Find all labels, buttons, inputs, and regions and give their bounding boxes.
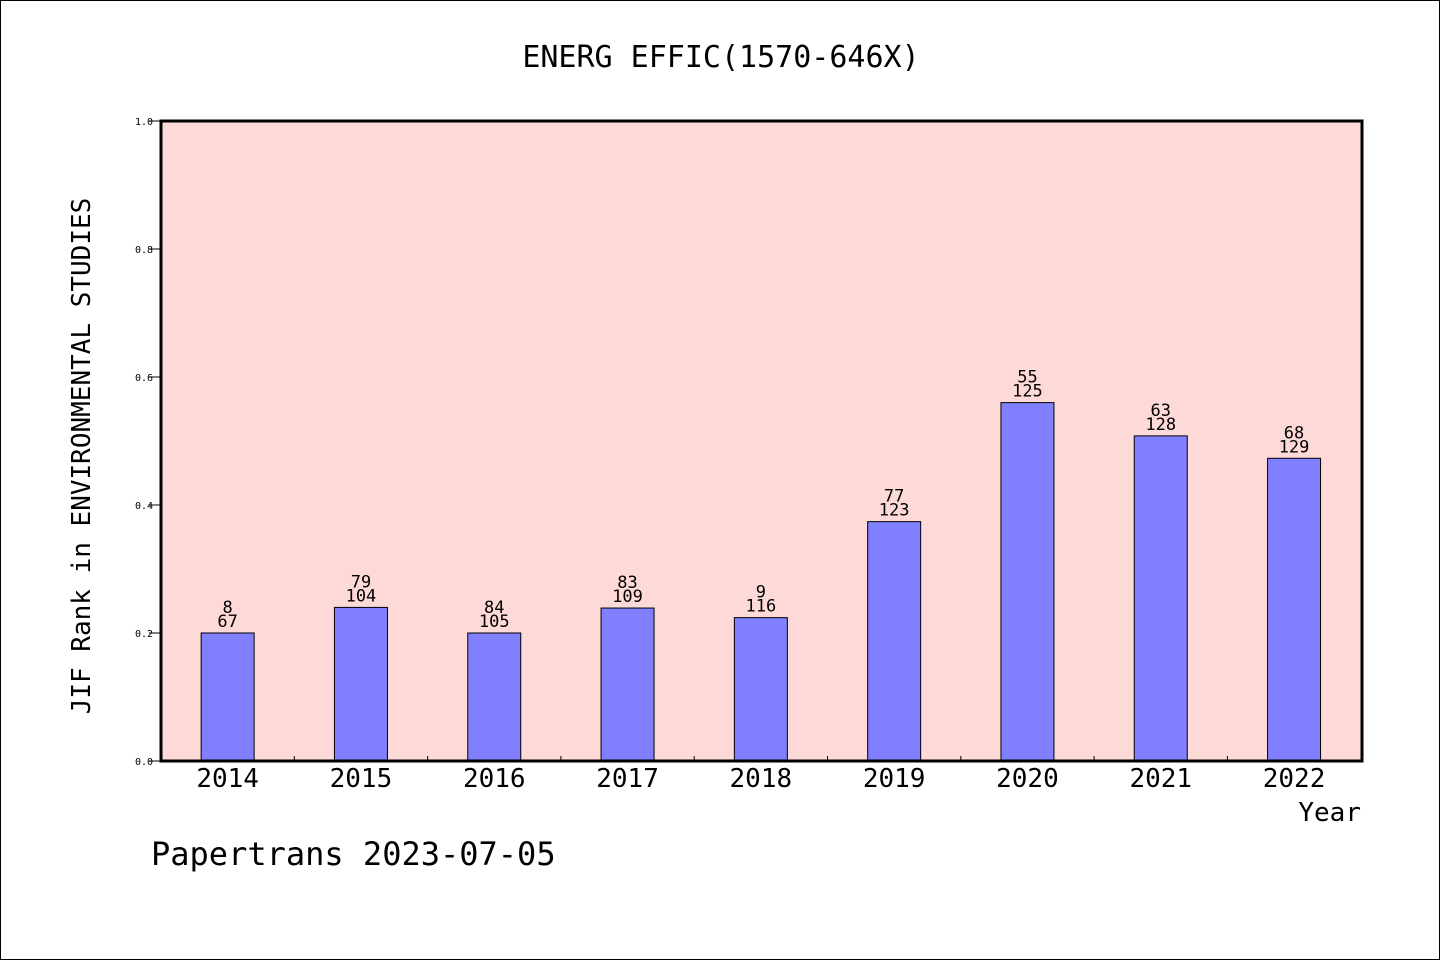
x-axis-label: Year — [1298, 798, 1361, 828]
bars — [200, 402, 1322, 762]
x-tick-label: 2022 — [1263, 764, 1326, 794]
x-tick-label: 2020 — [996, 764, 1059, 794]
y-tick-label: 0.2 — [135, 629, 153, 640]
bar-rank-label: 55 — [1017, 368, 1037, 388]
bar-rank-label: 63 — [1151, 401, 1171, 421]
bar-2015 — [333, 606, 388, 762]
x-tick-label: 2017 — [596, 764, 659, 794]
x-tick-label: 2014 — [196, 764, 259, 794]
plot-border — [159, 119, 1364, 763]
bar-2022 — [1267, 457, 1322, 762]
y-axis: 0.0 0.2 0.4 0.6 0.8 1.0 — [135, 117, 161, 768]
x-tick-label: 2018 — [730, 764, 793, 794]
bar-total-label: 125 — [1012, 382, 1043, 402]
chart-title: ENERG EFFIC(1570-646X) — [522, 40, 919, 75]
bar-total-label: 67 — [217, 612, 237, 632]
x-tick-label: 2019 — [863, 764, 926, 794]
footer-text: Papertrans 2023-07-05 — [151, 835, 556, 873]
y-tick-label: 0.8 — [135, 245, 153, 256]
x-tick-label: 2021 — [1129, 764, 1192, 794]
bar-total-label: 105 — [479, 612, 510, 632]
bar-2016 — [467, 632, 522, 762]
bar-rank-label: 83 — [617, 573, 637, 593]
bar-total-label: 123 — [879, 501, 910, 521]
bar-rank-label: 8 — [223, 598, 233, 618]
bar-2020 — [1000, 402, 1055, 762]
bar-2021 — [1133, 435, 1188, 762]
bar-total-label: 104 — [346, 586, 377, 606]
bar-total-label: 129 — [1279, 437, 1310, 457]
y-tick-label: 0.4 — [135, 501, 153, 512]
y-tick-label: 0.0 — [135, 757, 153, 768]
bar-rank-label: 9 — [756, 583, 766, 603]
x-axis: 2014 2015 2016 2017 2018 2019 2020 2021 2022 — [196, 756, 1325, 794]
bar-2019 — [867, 521, 922, 762]
bar-2014 — [200, 632, 255, 762]
y-axis-label: JIF Rank in ENVIRONMENTAL STUDIES — [67, 198, 97, 715]
bar-2018 — [733, 617, 788, 762]
x-tick-label: 2016 — [463, 764, 526, 794]
bar-rank-label: 68 — [1284, 423, 1304, 443]
bar-total-label: 109 — [612, 587, 643, 607]
bar-rank-label: 84 — [484, 598, 504, 618]
y-tick-label: 0.6 — [135, 373, 153, 384]
bar-rank-label: 79 — [351, 572, 371, 592]
x-tick-label: 2015 — [330, 764, 393, 794]
y-tick-label: 1.0 — [135, 117, 153, 128]
bar-total-label: 128 — [1145, 415, 1176, 435]
bar-total-label: 116 — [745, 597, 776, 617]
bar-rank-label: 77 — [884, 487, 904, 507]
bar-2017 — [600, 607, 655, 762]
